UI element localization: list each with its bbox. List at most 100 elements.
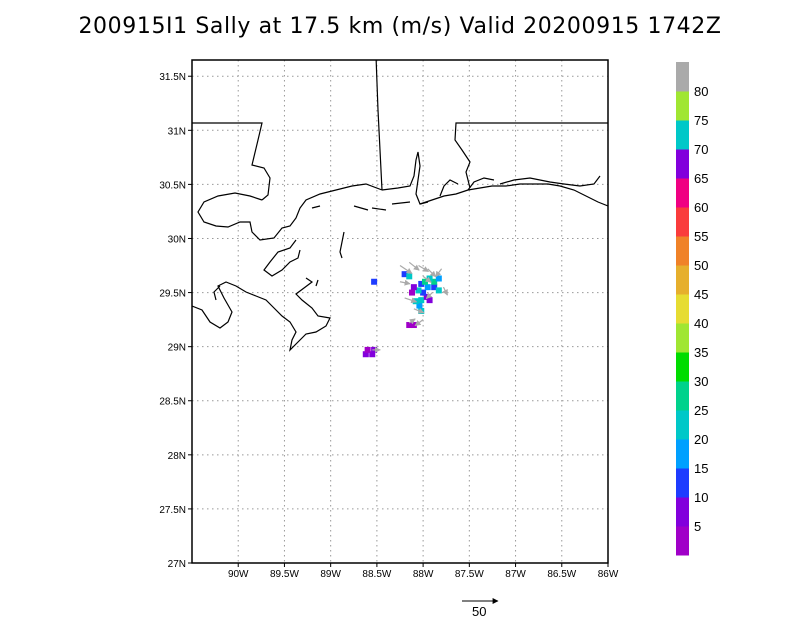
colorbar-label: 30 — [694, 374, 708, 389]
colorbar-swatch — [676, 149, 689, 179]
wind-cell — [410, 322, 417, 329]
state-boundary-la-ms — [192, 122, 271, 201]
colorbar-swatch — [676, 207, 689, 237]
colorbar-label: 65 — [694, 171, 708, 186]
wind-cell — [362, 351, 369, 358]
wind-cell — [410, 284, 417, 291]
wind-vector — [399, 265, 413, 275]
colorbar-swatch — [676, 352, 689, 382]
wind-cell — [406, 273, 413, 280]
page-title: 200915I1 Sally at 17.5 km (m/s) Valid 20… — [78, 14, 722, 39]
lat-tick-label: 28N — [168, 451, 186, 462]
colorbar-label: 45 — [694, 287, 708, 302]
colorbar-label: 10 — [694, 490, 708, 505]
wind-speed-cells — [362, 271, 442, 358]
colorbar-label: 70 — [694, 142, 708, 157]
lon-tick-label: 86.5W — [547, 569, 576, 580]
wind-cell — [418, 280, 425, 287]
lon-tick-label: 88.5W — [362, 569, 391, 580]
colorbar-swatch — [676, 62, 689, 92]
louisiana-bayou — [213, 285, 221, 301]
lon-tick-label: 87W — [505, 569, 526, 580]
wind-cell — [426, 297, 433, 304]
colorbar-label: 75 — [694, 113, 708, 128]
wind-vector — [408, 261, 420, 271]
wind-vector — [427, 268, 437, 278]
colorbar-swatch — [676, 294, 689, 324]
lat-tick-label: 29.5N — [159, 289, 186, 300]
wind-cell — [401, 271, 408, 278]
colorbar-swatch — [676, 236, 689, 266]
chandeleur-islands — [339, 231, 345, 259]
wind-cell — [421, 278, 428, 285]
lon-tick-label: 87.5W — [455, 569, 484, 580]
wind-vector — [422, 275, 432, 283]
axis-ticks: 90W 89.5W 89W 88.5W 88W 87.5W 87W 86.5W 86W 27N 27… — [159, 72, 619, 580]
wind-cell — [435, 287, 442, 294]
island-1 — [315, 279, 319, 287]
wind-vector — [442, 286, 448, 296]
map-gridlines — [192, 60, 608, 563]
colorbar-swatch — [676, 497, 689, 527]
lat-tick-label: 27.5N — [159, 505, 186, 516]
wind-vector — [414, 319, 424, 327]
wind-cell — [420, 289, 427, 296]
colorbar-swatch — [676, 178, 689, 208]
wind-cell — [431, 278, 438, 285]
state-boundary-ms-al — [375, 60, 383, 191]
wind-vectors — [372, 261, 448, 353]
colorbar-label: 5 — [694, 519, 701, 534]
colorbar-label: 55 — [694, 229, 708, 244]
lat-tick-label: 31.5N — [159, 72, 186, 83]
colorbar-swatch — [676, 439, 689, 469]
alabama-florida-coast — [419, 183, 608, 207]
pensacola-bay — [439, 177, 495, 197]
lon-tick-label: 88W — [413, 569, 434, 580]
colorbar-swatch — [676, 468, 689, 498]
colorbar-swatch — [676, 120, 689, 150]
lon-tick-label: 89.5W — [270, 569, 299, 580]
lon-tick-label: 89W — [320, 569, 341, 580]
scale-label: 50 — [472, 604, 486, 618]
scale-vector: 50 — [462, 598, 499, 618]
plot-frame — [191, 59, 609, 564]
colorbar-label: 50 — [694, 258, 708, 273]
colorbar-label: 20 — [694, 432, 708, 447]
lat-tick-label: 27N — [168, 559, 186, 570]
colorbar-label: 35 — [694, 345, 708, 360]
wind-vector — [413, 308, 425, 314]
wind-vector — [425, 292, 433, 299]
colorbar-swatch — [676, 410, 689, 440]
wind-cell — [431, 284, 438, 291]
wind-cell — [435, 275, 442, 282]
wind-cell — [415, 287, 422, 294]
wind-vector — [435, 268, 443, 278]
mobile-bay — [381, 151, 429, 205]
colorbar: 5 10 15 20 25 30 35 40 45 50 55 60 65 70 75 80 — [676, 62, 708, 556]
lat-tick-label: 28.5N — [159, 397, 186, 408]
colorbar-swatch — [676, 381, 689, 411]
colorbar-label: 25 — [694, 403, 708, 418]
lat-tick-label: 31N — [168, 126, 186, 137]
colorbar-label: 60 — [694, 200, 708, 215]
wind-vector — [404, 297, 418, 304]
colorbar-label: 15 — [694, 461, 708, 476]
state-boundary-al-fl — [454, 122, 608, 189]
lat-tick-label: 30N — [168, 234, 186, 245]
wind-cell — [418, 297, 425, 304]
lon-tick-label: 86W — [598, 569, 619, 580]
lat-tick-label: 30.5N — [159, 180, 186, 191]
wind-vector — [408, 318, 416, 325]
wind-cell — [406, 322, 413, 329]
louisiana-coast — [197, 183, 383, 241]
lon-tick-label: 90W — [228, 569, 249, 580]
wind-cell — [369, 351, 376, 358]
wind-cell — [371, 278, 378, 285]
wind-vector — [399, 279, 411, 286]
wind-vector — [418, 265, 430, 273]
florida-panhandle-inner — [499, 175, 601, 187]
coastline — [192, 60, 608, 352]
colorbar-label: 40 — [694, 316, 708, 331]
colorbar-swatch — [676, 91, 689, 121]
